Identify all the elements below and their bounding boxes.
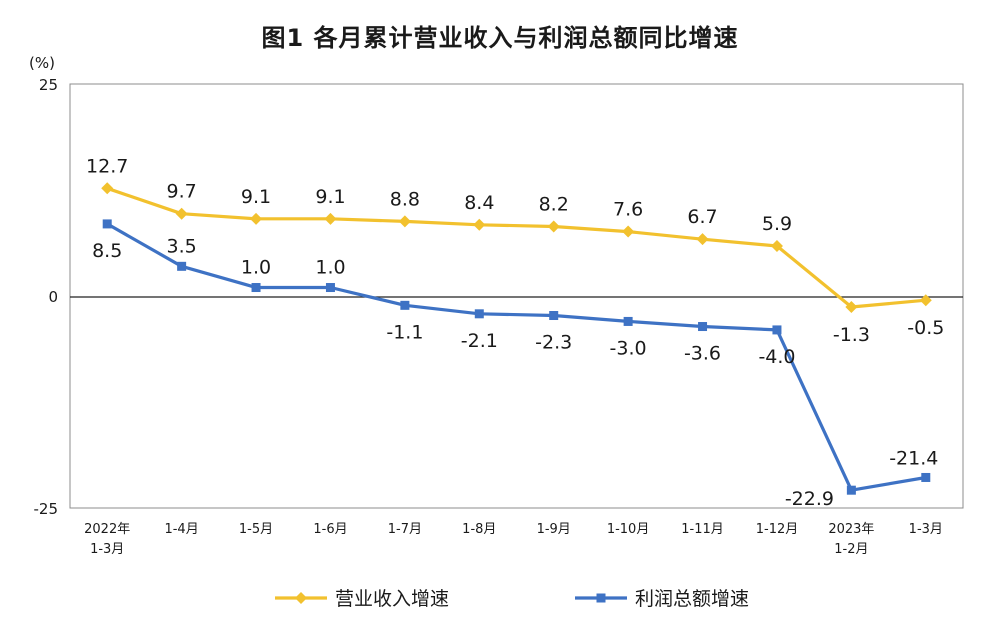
series-0-data-label-4: 8.8 [390, 188, 420, 210]
series-1-data-label-4: -1.1 [386, 321, 423, 343]
y-tick-bottom: -25 [34, 500, 59, 518]
series-0-point-0 [101, 182, 114, 195]
legend-swatch-marker-0 [295, 592, 307, 604]
series-1-data-label-8: -3.6 [684, 343, 721, 365]
y-axis-unit-label: (%) [29, 54, 55, 72]
series-layer: 12.79.7 9.1 9.1 8.8 8.4 8.2 7.6 6.7 5.9-1.3 -0.58… [86, 155, 944, 510]
series-1-point-3 [325, 283, 335, 293]
series-1-data-label-2: 1.0 [241, 257, 271, 279]
x-tick-label-11: 1-3月 [909, 522, 943, 537]
series-1-data-label-11: -21.4 [889, 448, 938, 470]
series-0-point-1 [175, 207, 188, 220]
legend-swatch-marker-1 [596, 593, 606, 603]
x-tick-label-7: 1-10月 [607, 522, 650, 537]
series-1-point-5 [474, 309, 484, 319]
legend-label-0: 营业收入增速 [335, 588, 449, 610]
y-tick-top: 25 [39, 76, 58, 94]
series-1-data-label-0: 8.5 [92, 240, 122, 262]
x-tick-label-8: 1-11月 [681, 522, 724, 537]
series-0-data-label-1: 9.7 [166, 181, 196, 203]
series-1-point-6 [549, 311, 559, 321]
series-1-point-0 [102, 219, 112, 229]
series-0-data-label-5: 8.4 [464, 192, 494, 214]
x-tick-label-0-line-0: 2022年 [84, 522, 130, 537]
legend-item-1: 利润总额增速 [575, 588, 749, 610]
x-tick-label-0-line-1: 1-3月 [90, 542, 124, 557]
x-tick-label-5: 1-8月 [462, 522, 496, 537]
series-0-point-3 [324, 212, 337, 225]
series-0-point-6 [547, 220, 560, 233]
series-1-data-label-3: 1.0 [315, 257, 345, 279]
series-0-labels: 12.7 9.7 9.1 9.1 8.8 8.4 8.2 7.6 6.7 5.9 -1.3 -0.5 [86, 155, 944, 346]
series-1-labels: 8.5 3.5 1.0 1.0 -1.1 -2.1 -2.3 -3.0 -3.6 -4.0 -22.… [92, 235, 938, 510]
series-1-data-label-5: -2.1 [461, 330, 498, 352]
series-0-point-9 [770, 239, 783, 252]
series-0-data-label-6: 8.2 [539, 194, 569, 216]
series-1-point-1 [177, 261, 187, 271]
x-tick-label-10-line-1: 1-2月 [834, 542, 868, 557]
series-1-point-8 [698, 322, 708, 332]
series-1-data-label-9: -4.0 [758, 346, 795, 368]
series-0-data-label-11: -0.5 [907, 317, 944, 339]
series-0-data-label-7: 7.6 [613, 199, 643, 221]
series-0-point-2 [250, 212, 263, 225]
plot-area-frame [69, 83, 964, 509]
series-0-line [106, 186, 926, 309]
series-1 [102, 219, 931, 495]
series-1-data-label-1: 3.5 [166, 235, 196, 257]
series-1-point-9 [772, 325, 782, 335]
series-1-data-label-6: -2.3 [535, 332, 572, 354]
chart-title: 图1 各月累计营业收入与利润总额同比增速 [261, 24, 739, 52]
legend: 营业收入增速 利润总额增速 [275, 588, 749, 610]
x-tick-label-4: 1-7月 [388, 522, 422, 537]
series-0-point-5 [473, 218, 486, 231]
series-0-point-10 [845, 301, 858, 314]
series-1-point-10 [846, 485, 856, 495]
series-0-point-7 [622, 225, 635, 238]
x-axis-labels: 2022年 1-3月 1-4月 1-5月 1-6月 1-7月 1-8月 1-9月 1-10月 1-… [84, 522, 943, 557]
series-0-data-label-2: 9.1 [241, 186, 271, 208]
series-1-point-7 [623, 316, 633, 326]
x-tick-label-10-line-0: 2023年 [828, 522, 874, 537]
series-0-data-label-0: 12.7 [86, 155, 128, 177]
y-tick-zero: 0 [48, 288, 58, 306]
series-0-data-label-9: 5.9 [762, 213, 792, 235]
series-1-point-11 [921, 472, 931, 482]
x-tick-label-2: 1-5月 [239, 522, 273, 537]
series-0-data-label-10: -1.3 [833, 324, 870, 346]
series-0-point-8 [696, 233, 709, 246]
x-tick-label-3: 1-6月 [313, 522, 347, 537]
series-0-data-label-3: 9.1 [315, 186, 345, 208]
series-1-data-label-10: -22.9 [785, 488, 834, 510]
x-tick-label-1: 1-4月 [164, 522, 198, 537]
series-1-data-label-7: -3.0 [610, 337, 647, 359]
series-1-point-4 [400, 300, 410, 310]
series-0-point-11 [919, 294, 932, 307]
series-0-point-4 [398, 215, 411, 228]
legend-item-0: 营业收入增速 [275, 588, 449, 610]
series-1-point-2 [251, 283, 261, 293]
series-1-line [106, 222, 927, 492]
x-tick-label-6: 1-9月 [537, 522, 571, 537]
series-0-data-label-8: 6.7 [687, 206, 717, 228]
x-tick-label-9: 1-12月 [756, 522, 799, 537]
series-0 [101, 182, 932, 314]
legend-label-1: 利润总额增速 [635, 588, 749, 610]
